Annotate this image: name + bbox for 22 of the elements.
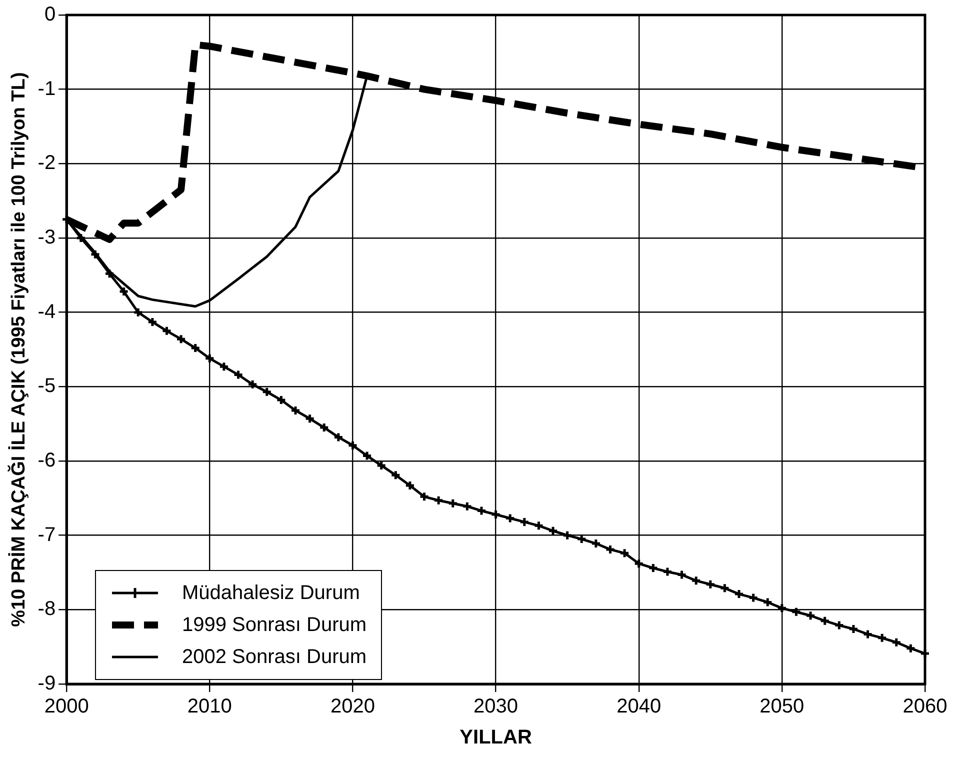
x-tick-label: 2030 <box>474 696 518 718</box>
x-axis-title: YILLAR <box>460 726 532 749</box>
legend-label: 2002 Sonrası Durum <box>182 645 367 670</box>
legend-label: 1999 Sonrası Durum <box>182 613 367 638</box>
y-tick-label: 0 <box>44 4 56 26</box>
y-tick-label: -3 <box>38 226 56 249</box>
y-axis-title: %10 PRİM KAÇAĞI İLE AÇIK (1995 Fiyatları ile 100 Trilyon TL) <box>8 72 30 627</box>
x-tick-label: 2010 <box>187 696 232 718</box>
y-tick-label: -9 <box>38 672 56 695</box>
x-tick-label: 2060 <box>902 696 948 718</box>
x-tick-label: 2040 <box>616 696 662 718</box>
x-tick-label: 2050 <box>760 696 804 718</box>
y-tick-label: -4 <box>38 300 56 323</box>
x-tick-label: 2020 <box>330 696 375 718</box>
legend-label: Müdahalesiz Durum <box>182 581 360 606</box>
y-tick-label: -5 <box>38 375 56 398</box>
y-tick-label: -1 <box>38 78 56 100</box>
y-tick-label: -8 <box>38 598 56 620</box>
x-tick-label: 2000 <box>44 696 89 718</box>
y-tick-label: -7 <box>38 524 56 546</box>
y-tick-label: -6 <box>38 450 56 472</box>
y-tick-label: -2 <box>38 152 56 174</box>
